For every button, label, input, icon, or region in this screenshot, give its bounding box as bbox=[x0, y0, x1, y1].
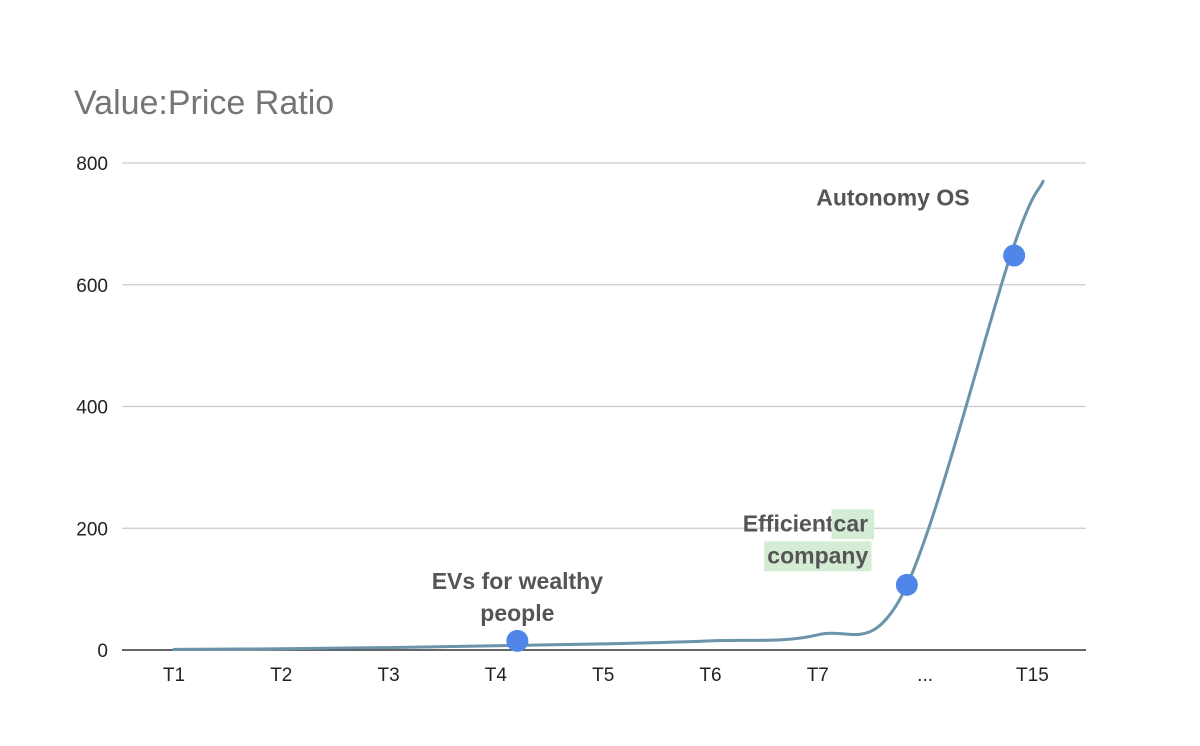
data-point-marker bbox=[895, 573, 918, 596]
y-axis-ticks: 0 200 400 600 800 bbox=[76, 154, 108, 662]
annotations: EVs for wealthy people Efficient car compan… bbox=[432, 185, 970, 627]
annotation: EVs for wealthy people bbox=[432, 568, 603, 626]
y-tick-label: 600 bbox=[76, 276, 108, 297]
x-tick-label: T6 bbox=[699, 665, 721, 686]
annotation-text: EVs for wealthy bbox=[432, 568, 603, 594]
annotation-text: Efficient bbox=[743, 510, 834, 536]
chart-title: Value:Price Ratio bbox=[74, 84, 335, 122]
x-tick-label: T5 bbox=[592, 665, 614, 686]
data-point-marker bbox=[506, 629, 529, 652]
text-highlight bbox=[764, 541, 872, 572]
y-tick-label: 0 bbox=[97, 641, 108, 662]
y-tick-label: 200 bbox=[76, 519, 108, 540]
annotation-text: people bbox=[480, 600, 554, 626]
annotation-text: Autonomy OS bbox=[816, 185, 969, 211]
y-tick-label: 400 bbox=[76, 398, 108, 419]
x-tick-label: T2 bbox=[270, 665, 292, 686]
text-highlight bbox=[831, 509, 875, 540]
x-tick-label: T15 bbox=[1016, 665, 1049, 686]
data-point-marker bbox=[1003, 244, 1026, 267]
data-markers bbox=[506, 244, 1026, 652]
x-tick-label: T7 bbox=[807, 665, 829, 686]
x-tick-label: T4 bbox=[485, 665, 508, 686]
x-axis-ticks: T1 T2 T3 T4 T5 T6 T7... T15 bbox=[163, 665, 1049, 686]
series-lines bbox=[172, 179, 1045, 651]
x-tick-label: T1 bbox=[163, 665, 185, 686]
y-tick-label: 800 bbox=[76, 154, 108, 175]
x-tick-label: ... bbox=[917, 665, 933, 686]
series-line bbox=[172, 179, 1045, 651]
annotation: Autonomy OS bbox=[816, 185, 969, 211]
annotation-text-highlighted: company bbox=[767, 542, 868, 568]
gridlines bbox=[122, 162, 1086, 651]
x-tick-label: T3 bbox=[378, 665, 400, 686]
annotation-text-highlighted: car bbox=[834, 510, 869, 536]
annotation: Efficient car company bbox=[743, 509, 875, 572]
